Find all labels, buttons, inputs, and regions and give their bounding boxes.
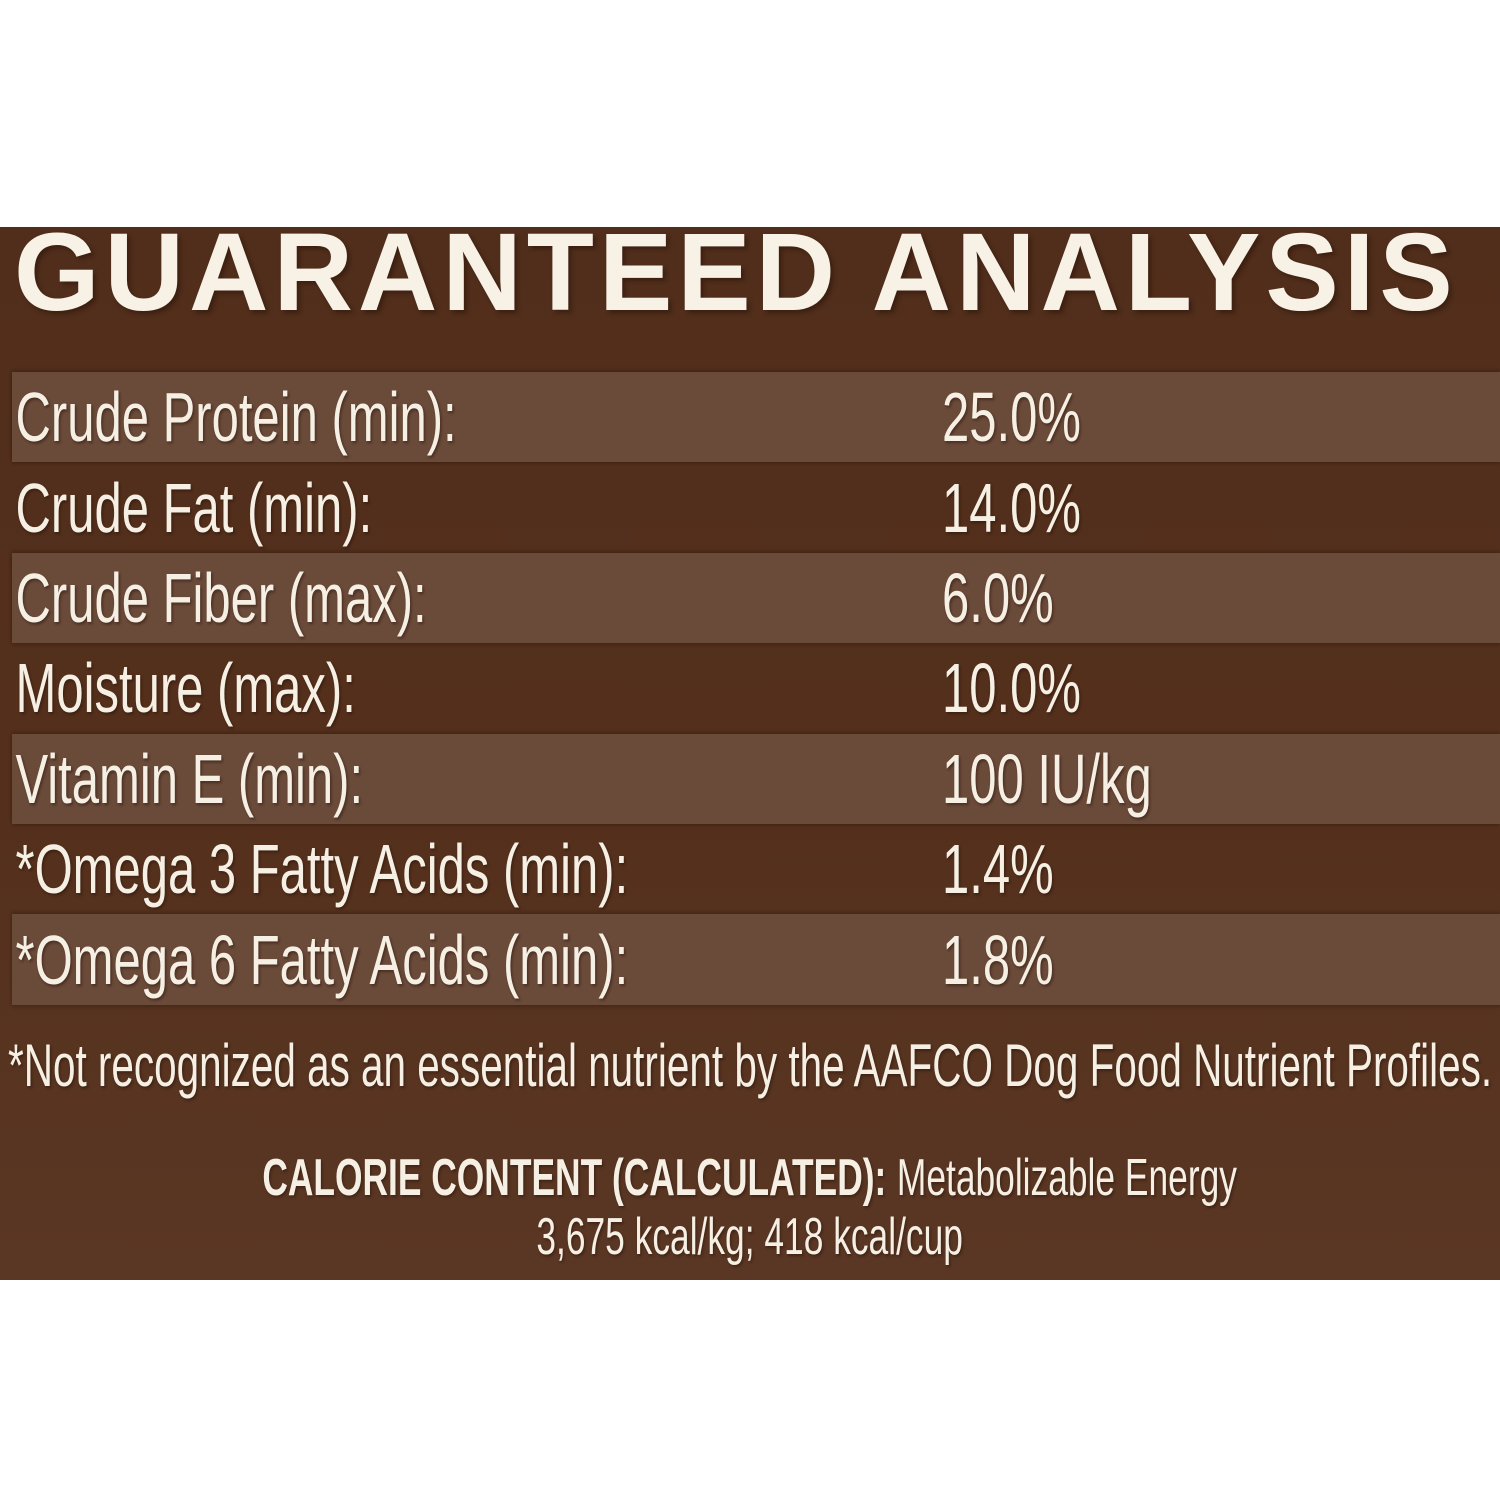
calorie-values-line: 3,675 kcal/kg; 418 kcal/cup	[0, 1203, 1500, 1271]
nutrient-table: Crude Protein (min): 25.0% Crude Fat (mi…	[0, 372, 1500, 1005]
nutrient-value: 14.0%	[942, 468, 1081, 547]
nutrient-label: *Omega 6 Fatty Acids (min):	[15, 920, 629, 999]
aafco-footnote: *Not recognized as an essential nutrient…	[8, 1032, 1493, 1099]
table-row-omega-3: *Omega 3 Fatty Acids (min): 1.4%	[12, 824, 1500, 914]
nutrient-label: Crude Fiber (max):	[15, 558, 427, 637]
nutrient-label: Crude Protein (min):	[15, 378, 457, 457]
nutrient-label: Vitamin E (min):	[15, 739, 364, 818]
calorie-values: 3,675 kcal/kg; 418 kcal/cup	[536, 1208, 964, 1266]
table-row-moisture: Moisture (max): 10.0%	[12, 643, 1500, 733]
nutrient-value: 1.4%	[942, 830, 1054, 909]
nutrient-label: Moisture (max):	[15, 649, 356, 728]
nutrient-value: 6.0%	[942, 558, 1054, 637]
table-row-vitamin-e: Vitamin E (min): 100 IU/kg	[12, 733, 1500, 824]
table-row-crude-protein: Crude Protein (min): 25.0%	[12, 372, 1500, 463]
nutrient-value: 10.0%	[942, 649, 1081, 728]
footnote-row: *Not recognized as an essential nutrient…	[8, 1022, 1500, 1110]
nutrient-value: 100 IU/kg	[942, 739, 1152, 818]
nutrient-label: Crude Fat (min):	[15, 468, 373, 547]
table-row-crude-fat: Crude Fat (min): 14.0%	[12, 462, 1500, 552]
table-row-omega-6: *Omega 6 Fatty Acids (min): 1.8%	[12, 914, 1500, 1005]
nutrient-value: 25.0%	[942, 378, 1081, 457]
nutrient-value: 1.8%	[942, 920, 1054, 999]
table-row-crude-fiber: Crude Fiber (max): 6.0%	[12, 552, 1500, 644]
calorie-content-line: CALORIE CONTENT (CALCULATED): Metabolizab…	[0, 1144, 1500, 1212]
calorie-content-label: CALORIE CONTENT (CALCULATED):	[262, 1149, 887, 1207]
nutrient-label: *Omega 3 Fatty Acids (min):	[15, 830, 629, 909]
guaranteed-analysis-title: GUARANTEED ANALYSIS	[14, 211, 1458, 334]
metabolizable-energy-text: Metabolizable Energy	[897, 1149, 1238, 1207]
